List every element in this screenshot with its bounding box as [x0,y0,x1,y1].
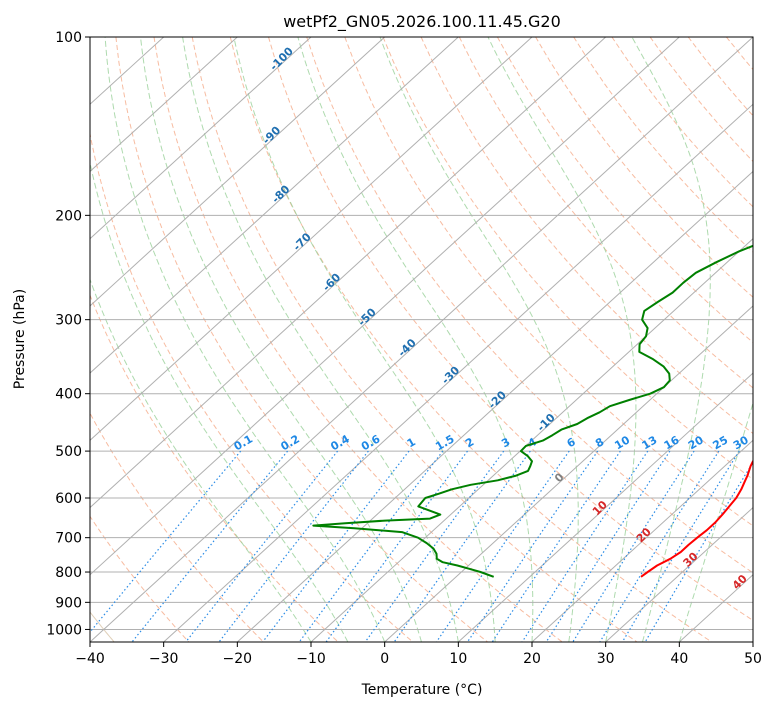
mixing-ratio-line [218,450,369,642]
y-tick-label: 500 [55,444,82,460]
mixing-ratio-line [521,450,649,642]
background-lines [90,37,753,642]
moist-adiabat [487,37,637,642]
mixing-ratio-line [298,450,444,642]
y-tick-label: 1000 [46,622,82,638]
moist-adiabat [297,37,534,642]
x-tick-label: 0 [380,651,389,667]
dry-adiabat [90,515,190,642]
isotherm-line [605,506,753,642]
isotherm-line [90,37,386,307]
isotherm-line [90,37,680,576]
profile-series [312,244,753,578]
y-tick-label: 200 [55,208,82,224]
x-tick-label: −10 [296,651,326,667]
mixing-ratio-line [393,450,531,642]
y-tick-label: 100 [55,30,82,46]
x-tick-label: 40 [670,651,688,667]
x-tick-label: 50 [744,651,762,667]
moist-adiabat [140,37,422,642]
dry-adiabat [229,37,712,642]
x-tick-label: 20 [523,651,541,667]
x-tick-label: 30 [597,651,615,667]
x-tick-label: −30 [149,651,179,667]
mixing-ratio-label: 36 [752,433,772,452]
mixing-ratio-line [435,450,570,642]
y-tick-label: 900 [55,595,82,611]
dry-adiabat [90,412,264,642]
y-axis-ticks: 100 200 300 400 500 600 700 800 900 1000 [46,30,90,638]
plot-frame [89,36,754,643]
x-tick-label: −20 [223,651,253,667]
mixing-ratio-line [621,450,740,642]
mixing-ratio-line [185,450,339,642]
x-tick-label: −40 [75,651,105,667]
isotherm-line [531,439,753,642]
x-tick-label: 10 [449,651,467,667]
dry-adiabat [382,37,753,481]
dry-adiabat [90,293,339,642]
mixing-ratio-line [131,450,289,642]
isotherm-line [384,305,753,642]
dry-adiabat [268,37,753,622]
isotherm-line [90,37,753,642]
mixing-ratio-line [90,450,242,633]
moist-adiabat [90,160,349,642]
y-tick-label: 300 [55,313,82,329]
y-tick-label: 600 [55,491,82,507]
isotherm-line [90,37,238,173]
isotherm-line [90,37,312,240]
moist-adiabat [379,37,579,642]
moist-adiabat [678,401,753,642]
moist-adiabat [233,37,496,642]
temperature-profile-line [640,459,753,578]
mixing-ratio-line [599,450,720,642]
dry-adiabat [535,37,753,298]
y-tick-label: 700 [55,531,82,547]
dry-adiabat [153,37,563,642]
mixing-ratio-line [466,450,599,642]
isotherm-line [90,37,533,442]
dry-adiabat [191,37,638,642]
y-axis-label: Pressure (hPa) [12,289,28,389]
chart-title: wetPf2_GN05.2026.100.11.45.G20 [283,12,561,32]
mixing-ratio-line [644,461,753,642]
dry-adiabat [115,37,488,642]
isotherm-line [163,103,753,642]
y-tick-label: 400 [55,387,82,403]
moist-adiabat [104,37,386,642]
dewpoint-profile-line [312,244,753,578]
isotherm-line [90,37,459,374]
x-axis-label: Temperature (°C) [361,682,483,698]
isotherm-line [236,170,753,642]
y-tick-label: 800 [55,565,82,581]
isotherm-line [457,372,753,642]
mixing-ratio-line [325,450,468,642]
moist-adiabat [182,37,459,642]
x-axis-ticks: −40 −30 −20 −10 0 10 20 30 40 50 [75,642,762,667]
isotherm-line [90,37,607,509]
dry-adiabat [90,131,414,642]
mixing-ratio-line [491,450,621,642]
